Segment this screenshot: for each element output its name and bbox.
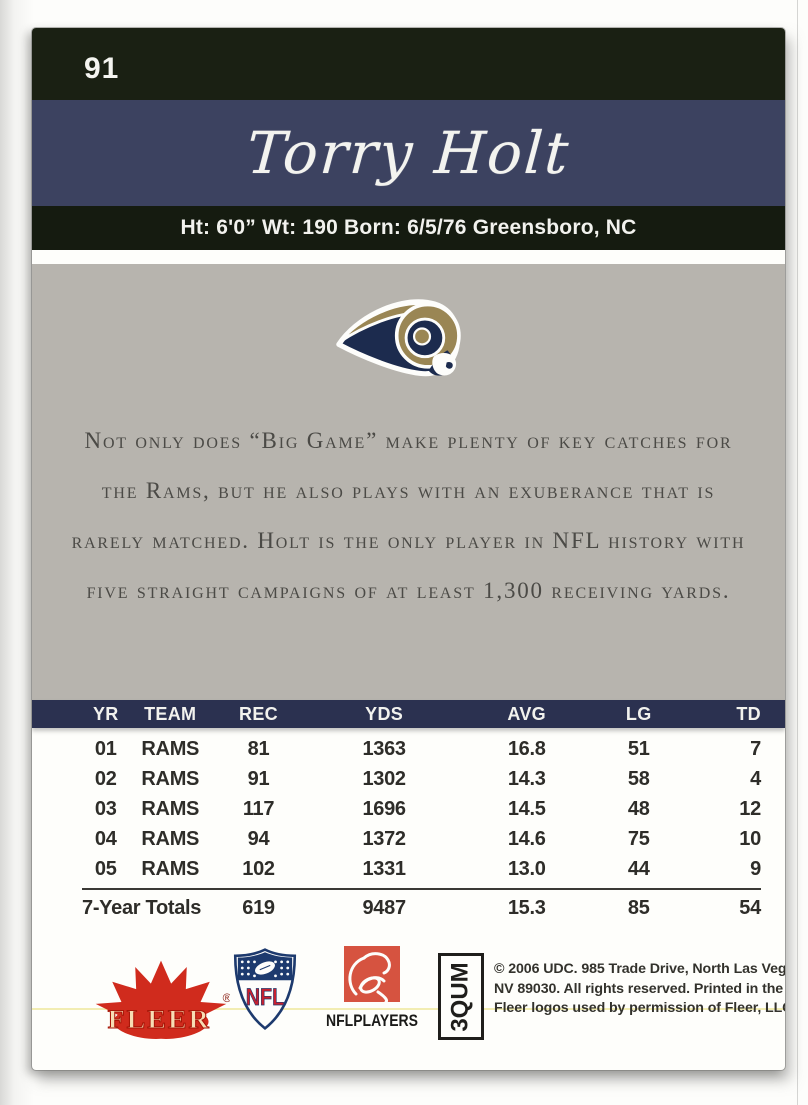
nfl-wordmark: NFL xyxy=(246,985,285,1011)
stat-yds: 1696 xyxy=(362,797,406,820)
totals-row: 7-Year Totals 619 9487 15.3 85 54 xyxy=(82,888,761,924)
fleer-logo: FLEER ® xyxy=(95,960,230,1039)
stat-team: RAMS xyxy=(141,797,200,820)
totals-rec: 619 xyxy=(242,896,275,919)
stat-team: RAMS xyxy=(141,767,200,790)
totals-td: 54 xyxy=(739,896,761,919)
stat-yr: 01 xyxy=(94,737,117,760)
stat-td: 4 xyxy=(750,767,761,790)
column-header-yds: YDS xyxy=(365,703,404,724)
description-section: Not only does “Big Game” make plenty of … xyxy=(32,264,785,700)
card-footer: FLEER ® NFL xyxy=(32,928,785,1070)
table-row: 02 RAMS 91 1302 14.3 58 4 xyxy=(82,764,761,794)
stat-lg: 75 xyxy=(627,827,650,850)
stat-yr: 03 xyxy=(94,797,117,820)
table-row: 05 RAMS 102 1331 13.0 44 9 xyxy=(82,854,761,884)
totals-label: 7-Year Totals xyxy=(82,896,202,919)
stat-rec: 102 xyxy=(242,857,275,880)
stat-avg: 13.0 xyxy=(507,857,546,880)
registered-trademark: ® xyxy=(223,991,230,1005)
stat-yr: 02 xyxy=(94,767,117,790)
player-name: Torry Holt xyxy=(244,119,573,187)
copyright-line: © 2006 UDC. 985 Trade Drive, North Las V… xyxy=(494,961,785,977)
print-code-box: 3QUM xyxy=(438,953,484,1040)
player-description: Not only does “Big Game” make plenty of … xyxy=(71,428,746,603)
stat-team: RAMS xyxy=(141,827,200,850)
column-header-td: TD xyxy=(736,703,761,724)
table-row: 04 RAMS 94 1372 14.6 75 10 xyxy=(82,824,761,854)
scan-edge-artifact xyxy=(797,0,798,1105)
stat-yr: 05 xyxy=(94,857,117,880)
stat-td: 10 xyxy=(739,827,761,850)
bio-band: Ht: 6'0” Wt: 190 Born: 6/5/76 Greensboro… xyxy=(32,206,785,250)
player-name-band: Torry Holt xyxy=(32,100,785,206)
stat-yds: 1372 xyxy=(362,827,406,850)
copyright-line: NV 89030. All rights reserved. Printed i… xyxy=(494,980,785,997)
totals-yds: 9487 xyxy=(362,896,406,919)
nfl-shield-logo: NFL xyxy=(233,948,297,1031)
copyright-line: Fleer logos used by permission of Fleer,… xyxy=(494,1000,785,1016)
fleer-wordmark: FLEER xyxy=(108,1004,211,1034)
nflplayers-logo: NFLPLAYERS xyxy=(326,946,418,1030)
stat-lg: 44 xyxy=(627,857,650,880)
column-header-lg: LG xyxy=(625,703,652,724)
nflplayers-wordmark: NFLPLAYERS xyxy=(326,1011,418,1030)
stat-lg: 58 xyxy=(627,767,650,790)
stat-yds: 1331 xyxy=(362,857,406,880)
stat-td: 9 xyxy=(750,857,761,880)
scan-artifact-line xyxy=(32,1008,785,1010)
stat-rec: 94 xyxy=(247,827,270,850)
stat-team: RAMS xyxy=(141,857,200,880)
column-header-rec: REC xyxy=(239,703,278,724)
table-row: 01 RAMS 81 1363 16.8 51 7 xyxy=(82,734,761,764)
stat-td: 12 xyxy=(739,797,761,820)
stat-avg: 14.6 xyxy=(507,827,546,850)
stat-avg: 16.8 xyxy=(507,737,546,760)
stats-table: 01 RAMS 81 1363 16.8 51 7 02 RAMS 91 130… xyxy=(32,728,785,924)
table-row: 03 RAMS 117 1696 14.5 48 12 xyxy=(82,794,761,824)
stat-rec: 117 xyxy=(242,797,275,820)
stats-table-header: YR TEAM REC YDS AVG LG TD xyxy=(32,700,785,728)
trading-card-back: 91 Torry Holt Ht: 6'0” Wt: 190 Born: 6/5… xyxy=(32,28,785,1070)
column-header-yr: YR xyxy=(92,703,119,724)
card-number: 91 xyxy=(84,52,120,85)
print-code: 3QUM xyxy=(447,961,474,1032)
stat-team: RAMS xyxy=(141,737,200,760)
stat-yds: 1363 xyxy=(362,737,406,760)
totals-avg: 15.3 xyxy=(507,896,546,919)
totals-lg: 85 xyxy=(627,896,650,919)
card-number-band: 91 xyxy=(32,28,785,100)
rams-logo-icon xyxy=(335,299,461,377)
stat-rec: 81 xyxy=(247,737,270,760)
bio-line: Ht: 6'0” Wt: 190 Born: 6/5/76 Greensboro… xyxy=(180,216,637,239)
stat-rec: 91 xyxy=(247,767,270,790)
column-header-avg: AVG xyxy=(507,703,546,724)
stat-avg: 14.3 xyxy=(507,767,546,790)
stat-td: 7 xyxy=(750,737,761,760)
stat-yds: 1302 xyxy=(362,767,406,790)
stat-yr: 04 xyxy=(94,827,117,850)
stat-lg: 48 xyxy=(627,797,650,820)
stat-lg: 51 xyxy=(627,737,650,760)
stat-avg: 14.5 xyxy=(507,797,546,820)
column-header-team: TEAM xyxy=(144,703,197,724)
copyright-block: © 2006 UDC. 985 Trade Drive, North Las V… xyxy=(494,960,785,1019)
